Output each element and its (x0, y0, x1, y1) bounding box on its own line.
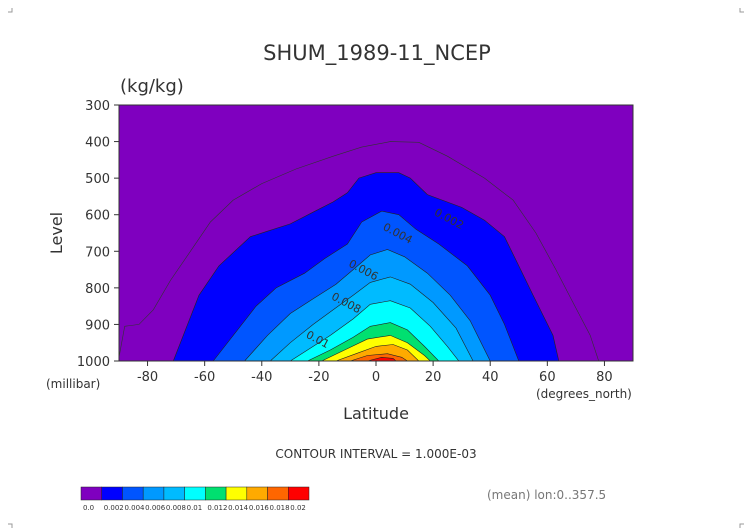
x-tick-label: -80 (137, 370, 158, 385)
colorbar-label: 0.02 (290, 504, 306, 512)
x-tick-label: 40 (482, 370, 499, 385)
x-tick-label: 80 (596, 370, 613, 385)
colorbar-label: 0.006 (145, 504, 166, 512)
colorbar-swatch (142, 486, 165, 501)
colorbar-label: 0.002 (104, 504, 124, 512)
chart-title: SHUM_1989-11_NCEP (263, 41, 491, 66)
colorbar: 0.0 0.002 0.004 0.006 0.008 0.01 0.012 0.014 0.0… (80, 486, 310, 512)
x-tick-label: -60 (194, 370, 215, 385)
colorbar-label: 0.014 (228, 504, 249, 512)
x-axis: -80 -60 -40 -20 0 20 40 60 80 (137, 361, 613, 385)
colorbar-label: 0.01 (187, 504, 203, 512)
contour-interval-text: CONTOUR INTERVAL = 1.000E-03 (275, 447, 476, 461)
colorbar-swatch (101, 486, 123, 501)
colorbar-label: 0.018 (270, 504, 290, 512)
colorbar-label: 0.008 (166, 504, 186, 512)
footnote: (mean) lon:0..357.5 (487, 488, 606, 502)
x-tick-label: -40 (251, 370, 272, 385)
units-label: (kg/kg) (120, 76, 184, 97)
x-tick-label: 60 (539, 370, 556, 385)
colorbar-swatch (163, 486, 185, 501)
outer-contour-line (119, 141, 599, 361)
x-unit-label: (degrees_north) (536, 387, 632, 401)
colorbar-swatch (122, 486, 144, 501)
y-axis-label: Level (47, 212, 66, 254)
x-tick-label: 0 (372, 370, 380, 385)
colorbar-label: 0.012 (207, 504, 227, 512)
corner-marks (8, 8, 744, 528)
y-tick-label: 700 (85, 245, 110, 260)
colorbar-swatch (288, 486, 310, 501)
x-tick-label: -20 (308, 370, 329, 385)
colorbar-label: 0.004 (124, 504, 145, 512)
y-tick-label: 500 (85, 172, 110, 187)
colorbar-label: 0.0 (83, 504, 94, 512)
x-axis-label: Latitude (343, 404, 409, 423)
y-tick-label: 900 (85, 318, 110, 333)
y-axis: 300 400 500 600 700 800 900 1000 (77, 99, 119, 370)
colorbar-label: 0.016 (249, 504, 270, 512)
x-tick-label: 20 (425, 370, 442, 385)
y-unit-label: (millibar) (46, 377, 100, 391)
colorbar-swatch (205, 486, 227, 501)
colorbar-swatch (267, 486, 289, 501)
contour-band-10 (367, 356, 397, 361)
y-tick-label: 600 (85, 209, 110, 224)
colorbar-swatch (225, 486, 248, 501)
y-tick-label: 1000 (77, 355, 110, 370)
colorbar-swatch (80, 486, 102, 501)
y-tick-label: 800 (85, 282, 110, 297)
y-tick-label: 400 (85, 136, 110, 151)
y-tick-label: 300 (85, 99, 110, 114)
colorbar-swatch (184, 486, 206, 501)
colorbar-swatch (246, 486, 268, 501)
